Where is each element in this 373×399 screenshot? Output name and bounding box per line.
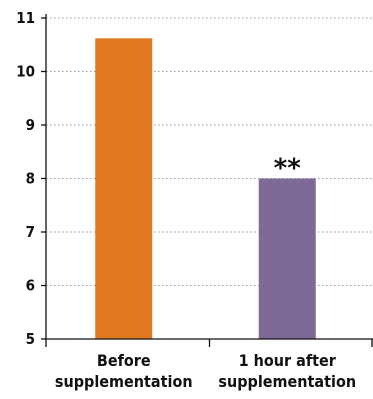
y-tick-label-5: 5 [26,330,35,348]
y-tick-label-7: 7 [26,223,35,241]
x-category-label-1-line-2: supplementation [55,372,193,391]
x-axis-labels: Before supplementation 1 hour after supplem… [55,351,356,391]
x-category-label-2-line-2: supplementation [218,372,356,391]
bar-1 [95,38,153,339]
grid-lines [46,17,373,286]
bar-2 [258,178,316,339]
y-tick-label-11: 11 [16,9,35,27]
annotations: ** [274,154,302,184]
bars [95,38,316,339]
x-category-label-1-line-1: Before [97,351,151,370]
y-tick-label-10: 10 [16,63,35,81]
significance-annotation: ** [274,154,302,184]
y-axis-ticks: 5 6 7 8 9 10 11 [16,9,35,348]
y-tick-label-8: 8 [26,170,35,188]
x-category-label-2-line-1: 1 hour after [239,351,337,370]
y-tick-label-6: 6 [26,277,35,295]
axes [41,14,373,347]
y-tick-label-9: 9 [26,116,35,134]
